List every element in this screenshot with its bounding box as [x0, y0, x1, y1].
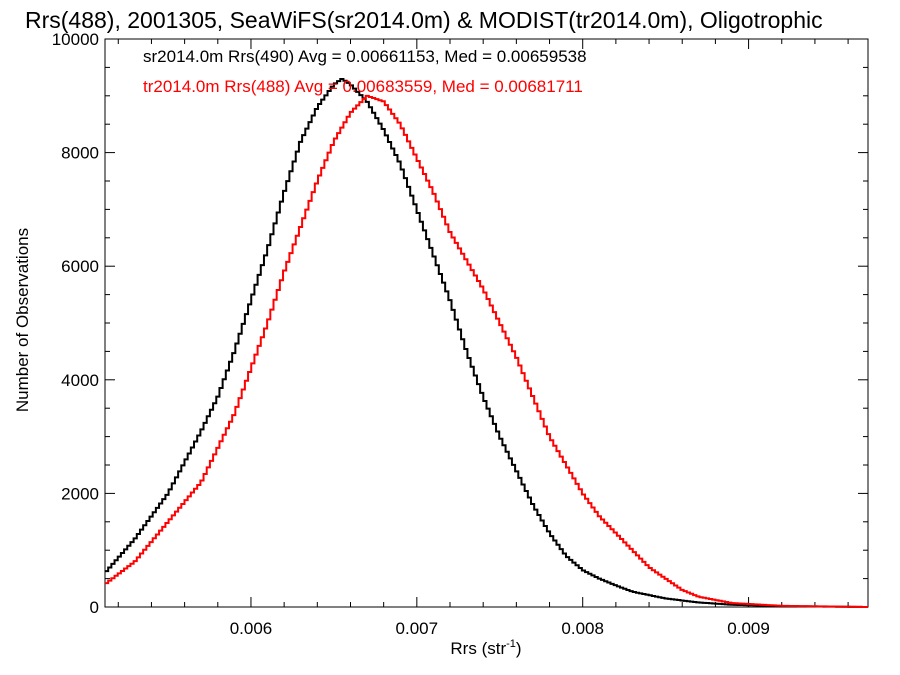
x-tick-label: 0.007 — [396, 619, 439, 638]
y-tick-label: 10000 — [52, 30, 99, 49]
y-tick-label: 8000 — [61, 144, 99, 163]
plot-area — [104, 38, 869, 608]
legend: sr2014.0m Rrs(490) Avg = 0.00661153, Med… — [143, 47, 587, 96]
y-tick-label: 0 — [90, 598, 99, 617]
y-axis-ticks: 0 2000 4000 6000 8000 10000 — [52, 30, 868, 617]
x-axis-ticks: 0.006 0.007 0.008 0.009 — [117, 39, 849, 638]
plot-frame — [104, 38, 869, 608]
y-tick-label: 6000 — [61, 257, 99, 276]
legend-entry-2: tr2014.0m Rrs(488) Avg = 0.00683559, Med… — [143, 77, 583, 96]
histogram-series-2 — [105, 94, 868, 608]
chart-title: Rrs(488), 2001305, SeaWiFS(sr2014.0m) & … — [25, 7, 823, 33]
x-tick-label: 0.009 — [727, 619, 770, 638]
x-axis-label: Rrs (str-1) — [450, 638, 521, 658]
histogram-series-1 — [105, 78, 868, 608]
x-tick-label: 0.008 — [561, 619, 604, 638]
y-axis-label: Number of Observations — [13, 228, 32, 412]
x-axis-label-text: Rrs (str — [450, 639, 506, 658]
x-tick-label: 0.006 — [230, 619, 273, 638]
x-axis-label-suffix: ) — [516, 639, 522, 658]
y-tick-label: 4000 — [61, 371, 99, 390]
x-axis-label-superscript: -1 — [506, 638, 516, 650]
y-tick-label: 2000 — [61, 484, 99, 503]
legend-entry-1: sr2014.0m Rrs(490) Avg = 0.00661153, Med… — [143, 47, 587, 66]
series-layer — [105, 78, 868, 608]
